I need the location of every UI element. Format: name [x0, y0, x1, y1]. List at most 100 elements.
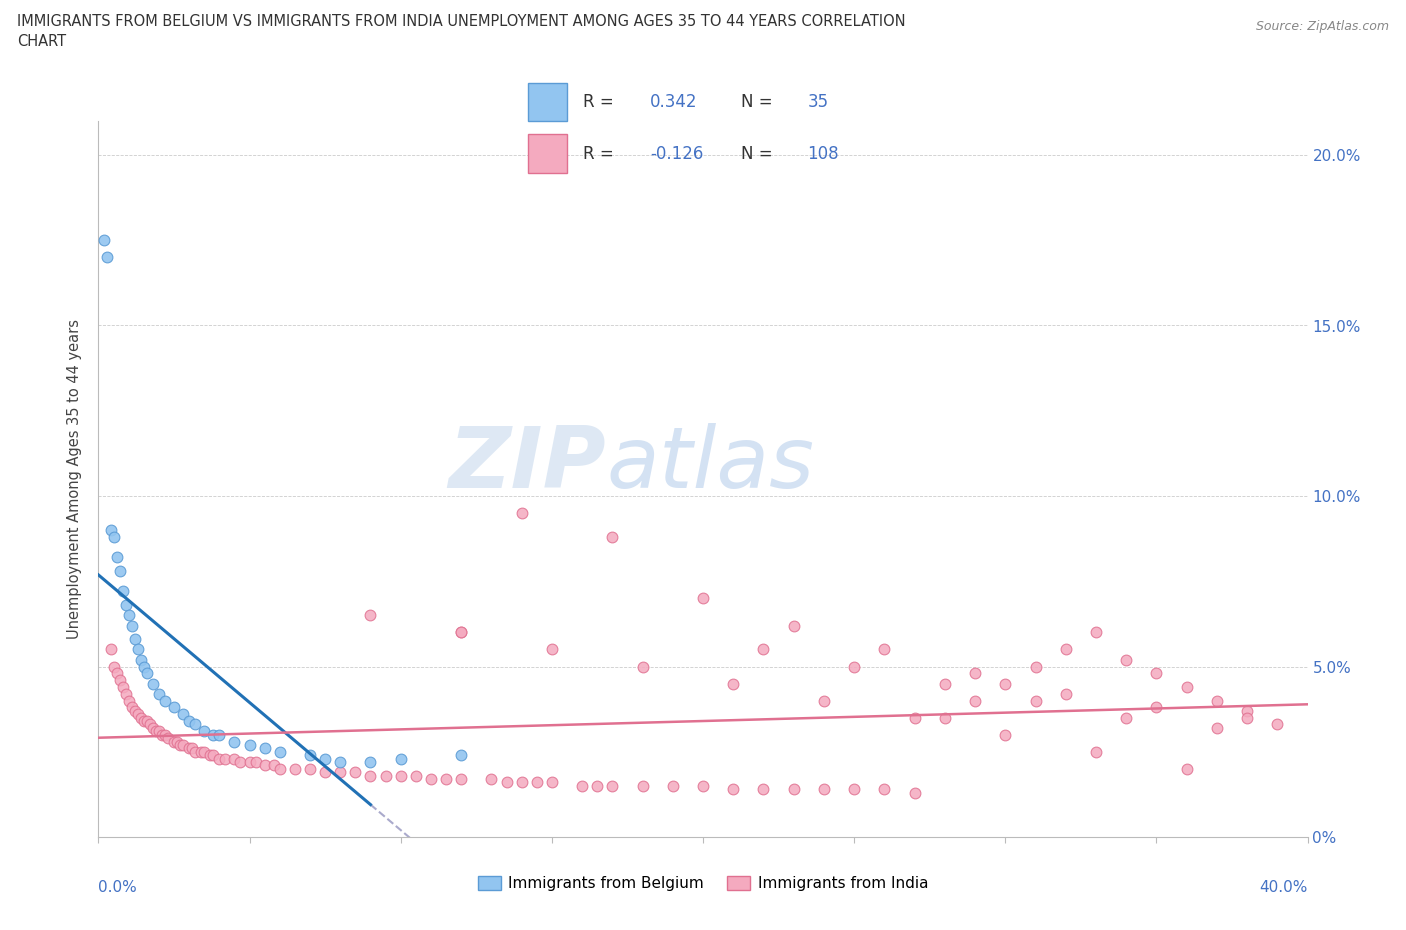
- Point: [389, 751, 412, 766]
- Text: 108: 108: [807, 144, 839, 163]
- Text: atlas: atlas: [606, 423, 814, 506]
- Point: [105, 666, 128, 681]
- Text: 0.0%: 0.0%: [98, 880, 138, 895]
- Point: [148, 686, 170, 701]
- Point: [631, 659, 654, 674]
- Point: [994, 676, 1017, 691]
- Point: [1085, 744, 1108, 759]
- Point: [904, 711, 927, 725]
- Point: [314, 764, 336, 779]
- Point: [752, 782, 775, 797]
- Point: [586, 778, 609, 793]
- Point: [156, 731, 179, 746]
- Point: [602, 778, 624, 793]
- Point: [208, 751, 231, 766]
- Point: [169, 737, 191, 752]
- Text: Source: ZipAtlas.com: Source: ZipAtlas.com: [1256, 20, 1389, 33]
- Text: CHART: CHART: [17, 34, 66, 49]
- Point: [179, 713, 201, 728]
- Point: [114, 598, 136, 613]
- Point: [813, 782, 835, 797]
- Point: [214, 751, 236, 766]
- Point: [100, 523, 122, 538]
- Point: [172, 737, 194, 752]
- Point: [135, 666, 157, 681]
- Point: [148, 724, 170, 738]
- Point: [495, 775, 517, 790]
- Point: [121, 700, 143, 715]
- Point: [224, 734, 246, 749]
- Point: [994, 727, 1017, 742]
- Point: [526, 775, 548, 790]
- Point: [129, 711, 152, 725]
- Point: [873, 782, 896, 797]
- Point: [1054, 686, 1077, 701]
- Point: [93, 232, 115, 247]
- Point: [661, 778, 683, 793]
- Point: [153, 693, 176, 708]
- Point: [114, 686, 136, 701]
- Point: [965, 666, 987, 681]
- Point: [540, 775, 562, 790]
- Point: [100, 642, 122, 657]
- Point: [245, 754, 267, 769]
- Point: [1054, 642, 1077, 657]
- Point: [124, 703, 146, 718]
- Point: [844, 659, 866, 674]
- Point: [103, 529, 125, 544]
- Text: -0.126: -0.126: [650, 144, 703, 163]
- Point: [229, 754, 252, 769]
- Point: [202, 727, 225, 742]
- Point: [163, 700, 186, 715]
- Text: 35: 35: [807, 93, 828, 112]
- Point: [344, 764, 367, 779]
- Point: [105, 550, 128, 565]
- Point: [284, 762, 307, 777]
- Point: [142, 721, 165, 736]
- Point: [239, 754, 262, 769]
- Point: [202, 748, 225, 763]
- Point: [752, 642, 775, 657]
- Point: [96, 250, 118, 265]
- Point: [193, 724, 215, 738]
- Point: [200, 748, 222, 763]
- FancyBboxPatch shape: [529, 83, 568, 122]
- Point: [132, 713, 155, 728]
- Point: [166, 734, 188, 749]
- Point: [374, 768, 396, 783]
- Point: [299, 748, 322, 763]
- Point: [934, 711, 956, 725]
- Point: [1206, 693, 1229, 708]
- Point: [118, 608, 141, 623]
- Point: [127, 707, 149, 722]
- Point: [540, 642, 562, 657]
- Point: [108, 672, 131, 687]
- Y-axis label: Unemployment Among Ages 35 to 44 years: Unemployment Among Ages 35 to 44 years: [67, 319, 83, 639]
- Point: [253, 741, 276, 756]
- Point: [150, 727, 173, 742]
- Text: ZIP: ZIP: [449, 423, 606, 506]
- Point: [783, 618, 806, 633]
- Point: [965, 693, 987, 708]
- Point: [1115, 652, 1137, 667]
- Point: [190, 744, 212, 759]
- Point: [142, 676, 165, 691]
- Point: [1236, 703, 1258, 718]
- Point: [934, 676, 956, 691]
- Point: [184, 717, 207, 732]
- Point: [1115, 711, 1137, 725]
- Text: N =: N =: [741, 93, 772, 112]
- Point: [253, 758, 276, 773]
- Point: [179, 741, 201, 756]
- Point: [360, 768, 382, 783]
- Text: R =: R =: [583, 144, 614, 163]
- Legend: Immigrants from Belgium, Immigrants from India: Immigrants from Belgium, Immigrants from…: [472, 870, 934, 897]
- Point: [510, 506, 533, 521]
- Point: [127, 642, 149, 657]
- Point: [1175, 680, 1198, 695]
- Point: [1206, 721, 1229, 736]
- Point: [239, 737, 262, 752]
- Point: [224, 751, 246, 766]
- Point: [873, 642, 896, 657]
- Point: [434, 772, 457, 787]
